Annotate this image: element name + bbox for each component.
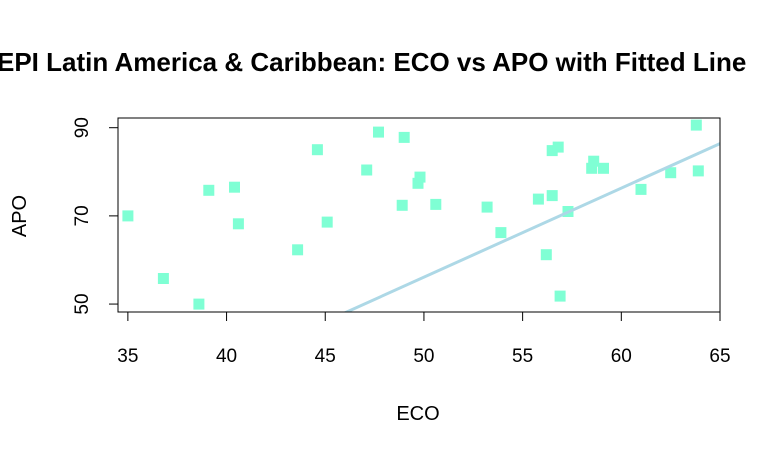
data-point (361, 164, 373, 176)
x-tick-label: 50 (413, 346, 434, 367)
data-point (554, 290, 566, 302)
data-point (414, 171, 426, 183)
y-tick-label: 70 (72, 205, 93, 226)
y-tick-label: 90 (72, 117, 93, 138)
chart-title: EPI Latin America & Caribbean: ECO vs AP… (0, 47, 746, 77)
data-point (586, 162, 598, 174)
data-point (203, 184, 215, 196)
data-point (692, 165, 704, 177)
x-tick-label: 60 (611, 346, 632, 367)
plot-area (117, 117, 721, 313)
data-point (532, 193, 544, 205)
data-point (229, 181, 240, 193)
data-point (430, 198, 442, 210)
data-point (396, 199, 408, 211)
x-axis: 35 40 45 50 55 60 65 (117, 311, 731, 367)
data-point (588, 155, 600, 167)
y-axis: 50 70 90 (72, 117, 119, 315)
data-point (412, 177, 424, 189)
data-point (540, 249, 552, 261)
data-point (157, 273, 169, 284)
x-tick-label: 55 (512, 346, 533, 367)
data-point (122, 210, 134, 222)
data-point (481, 201, 493, 213)
data-point (546, 190, 558, 202)
data-point (546, 145, 558, 157)
data-point (292, 244, 304, 256)
x-axis-label: ECO (396, 403, 439, 425)
plot-frame (117, 117, 721, 313)
x-tick-label: 40 (216, 346, 237, 367)
x-tick-label: 65 (709, 346, 730, 367)
data-point (193, 298, 205, 310)
data-point (690, 119, 702, 131)
data-point (232, 218, 244, 230)
data-point (635, 183, 647, 195)
y-tick-label: 50 (72, 293, 93, 314)
data-point (665, 167, 677, 179)
data-point (311, 144, 323, 156)
data-point (552, 141, 564, 153)
data-point (598, 162, 609, 174)
fitted-line (343, 142, 720, 312)
data-point (373, 126, 384, 138)
x-tick-label: 45 (315, 346, 336, 367)
data-point (321, 216, 333, 228)
data-point (495, 227, 507, 239)
y-axis-label: APO (9, 195, 31, 237)
data-point (398, 131, 410, 143)
x-tick-label: 35 (117, 346, 138, 367)
